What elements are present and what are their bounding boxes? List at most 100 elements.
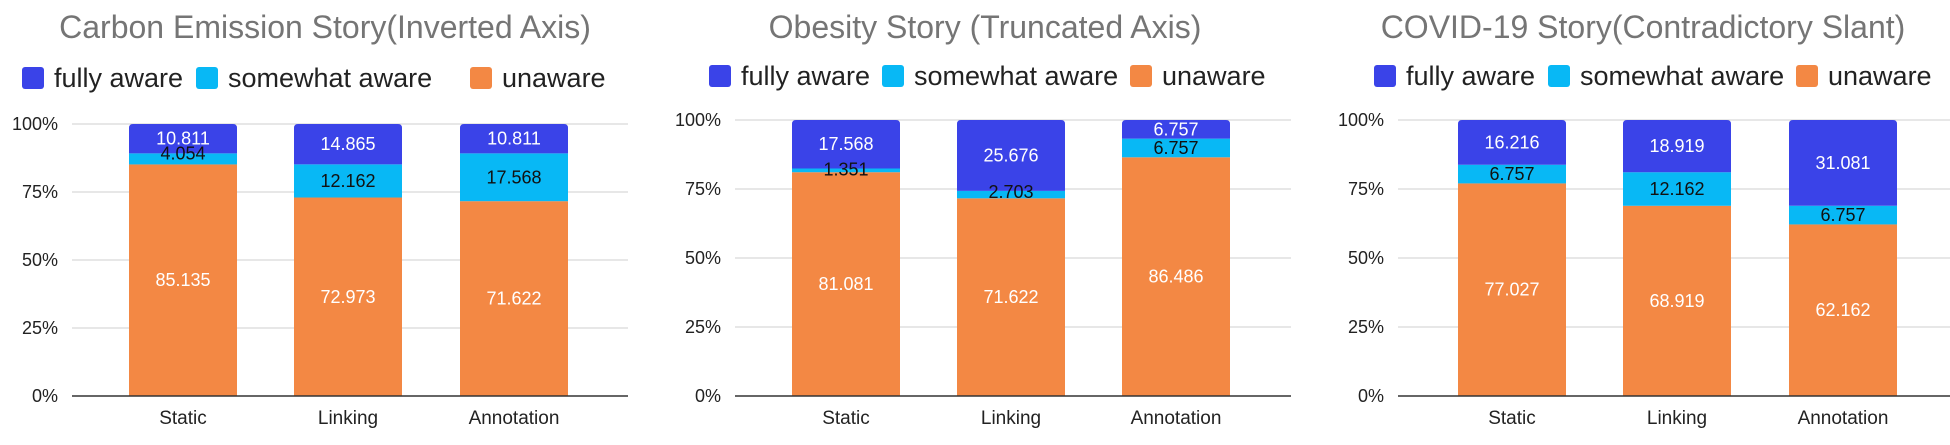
data-label: 17.568 xyxy=(818,134,873,154)
data-label: 4.054 xyxy=(160,143,205,163)
data-label: 16.216 xyxy=(1484,132,1539,152)
data-label: 71.622 xyxy=(983,287,1038,307)
data-label: 6.757 xyxy=(1153,138,1198,158)
data-label: 77.027 xyxy=(1484,280,1539,300)
legend-label-fully-aware: fully aware xyxy=(1406,61,1535,91)
legend-swatch-fully-aware xyxy=(22,67,44,89)
y-tick-label: 100% xyxy=(12,114,58,134)
legend-label-unaware: unaware xyxy=(1162,61,1266,91)
bar-segment-somewhat-aware xyxy=(460,153,568,202)
data-label: 72.973 xyxy=(320,287,375,307)
data-label: 10.811 xyxy=(156,129,210,149)
y-tick-label: 50% xyxy=(22,250,58,270)
legend-label-somewhat-aware: somewhat aware xyxy=(1580,61,1784,91)
y-tick-label: 75% xyxy=(22,182,58,202)
bar-segment-somewhat-aware xyxy=(129,153,237,165)
bar-segment-somewhat-aware xyxy=(1623,172,1731,206)
y-tick-label: 25% xyxy=(22,318,58,338)
bar-segment-unaware xyxy=(957,198,1065,396)
bar-segment-unaware xyxy=(1789,224,1897,396)
bar-segment-fully-aware xyxy=(1458,120,1566,165)
bar-segment-fully-aware xyxy=(294,124,402,165)
data-label: 6.757 xyxy=(1489,164,1534,184)
legend-label-unaware: unaware xyxy=(1828,61,1932,91)
legend-label-somewhat-aware: somewhat aware xyxy=(228,63,432,93)
y-tick-label: 0% xyxy=(1358,386,1384,406)
legend-label-fully-aware: fully aware xyxy=(54,63,183,93)
legend-swatch-somewhat-aware xyxy=(1548,65,1570,87)
x-category-label: Annotation xyxy=(469,408,560,429)
legend-swatch-somewhat-aware xyxy=(196,67,218,89)
bar-segment-unaware xyxy=(1122,157,1230,396)
bar-segment-fully-aware xyxy=(460,123,568,154)
y-tick-label: 50% xyxy=(1348,248,1384,268)
data-label: 2.703 xyxy=(988,182,1033,202)
y-tick-label: 50% xyxy=(685,248,721,268)
bar-segment-somewhat-aware xyxy=(1789,205,1897,225)
data-label: 85.135 xyxy=(155,270,210,290)
y-tick-label: 25% xyxy=(685,317,721,337)
bar-segment-fully-aware xyxy=(792,120,900,169)
bar-segment-fully-aware xyxy=(1623,120,1731,173)
legend-swatch-unaware xyxy=(470,67,492,89)
x-category-label: Static xyxy=(1488,408,1536,429)
x-category-label: Annotation xyxy=(1798,408,1889,429)
legend-label-somewhat-aware: somewhat aware xyxy=(914,61,1118,91)
legend-swatch-fully-aware xyxy=(709,65,731,87)
data-label: 1.351 xyxy=(823,159,868,179)
bar-segment-unaware xyxy=(129,164,237,396)
y-tick-label: 75% xyxy=(685,179,721,199)
x-category-label: Annotation xyxy=(1131,408,1222,429)
legend-label-unaware: unaware xyxy=(502,63,606,93)
bar-segment-unaware xyxy=(460,201,568,396)
data-label: 12.162 xyxy=(1649,179,1704,199)
chart-title: Obesity Story (Truncated Axis) xyxy=(769,9,1202,45)
y-tick-label: 25% xyxy=(1348,317,1384,337)
bar-segment-somewhat-aware xyxy=(1458,164,1566,184)
data-label: 14.865 xyxy=(320,134,375,154)
data-label: 71.622 xyxy=(486,289,541,309)
x-category-label: Linking xyxy=(318,408,378,429)
bar-segment-unaware xyxy=(1623,205,1731,396)
legend-swatch-unaware xyxy=(1796,65,1818,87)
bar-segment-fully-aware xyxy=(129,124,237,154)
bar-segment-fully-aware xyxy=(957,119,1065,191)
bar-segment-somewhat-aware xyxy=(294,164,402,198)
data-label: 10.811 xyxy=(487,129,541,149)
y-tick-label: 100% xyxy=(1338,110,1384,130)
bar-segment-unaware xyxy=(1458,183,1566,396)
chart-title: Carbon Emission Story(Inverted Axis) xyxy=(59,9,591,45)
data-label: 25.676 xyxy=(983,145,1038,165)
bar-segment-somewhat-aware xyxy=(957,190,1065,199)
bar-segment-fully-aware xyxy=(1789,120,1897,206)
data-label: 17.568 xyxy=(486,167,541,187)
legend-label-fully-aware: fully aware xyxy=(741,61,870,91)
bar-segment-unaware xyxy=(792,172,900,396)
bar-segment-unaware xyxy=(294,197,402,396)
legend-swatch-unaware xyxy=(1130,65,1152,87)
legend-swatch-somewhat-aware xyxy=(882,65,904,87)
data-label: 81.081 xyxy=(818,274,873,294)
y-tick-label: 75% xyxy=(1348,179,1384,199)
y-tick-label: 0% xyxy=(695,386,721,406)
bar-segment-fully-aware xyxy=(1122,120,1230,139)
x-category-label: Linking xyxy=(981,408,1041,429)
data-label: 6.757 xyxy=(1153,119,1198,139)
data-label: 12.162 xyxy=(320,171,375,191)
x-category-label: Static xyxy=(159,408,207,429)
chart-title: COVID-19 Story(Contradictory Slant) xyxy=(1381,9,1906,45)
legend-swatch-fully-aware xyxy=(1374,65,1396,87)
data-label: 18.919 xyxy=(1649,136,1704,156)
data-label: 68.919 xyxy=(1649,291,1704,311)
data-label: 62.162 xyxy=(1815,300,1870,320)
x-category-label: Static xyxy=(822,408,870,429)
bar-segment-somewhat-aware xyxy=(1122,138,1230,158)
y-tick-label: 0% xyxy=(32,386,58,406)
data-label: 31.081 xyxy=(1815,153,1870,173)
x-category-label: Linking xyxy=(1647,408,1707,429)
data-label: 86.486 xyxy=(1148,267,1203,287)
data-label: 6.757 xyxy=(1820,205,1865,225)
y-tick-label: 100% xyxy=(675,110,721,130)
